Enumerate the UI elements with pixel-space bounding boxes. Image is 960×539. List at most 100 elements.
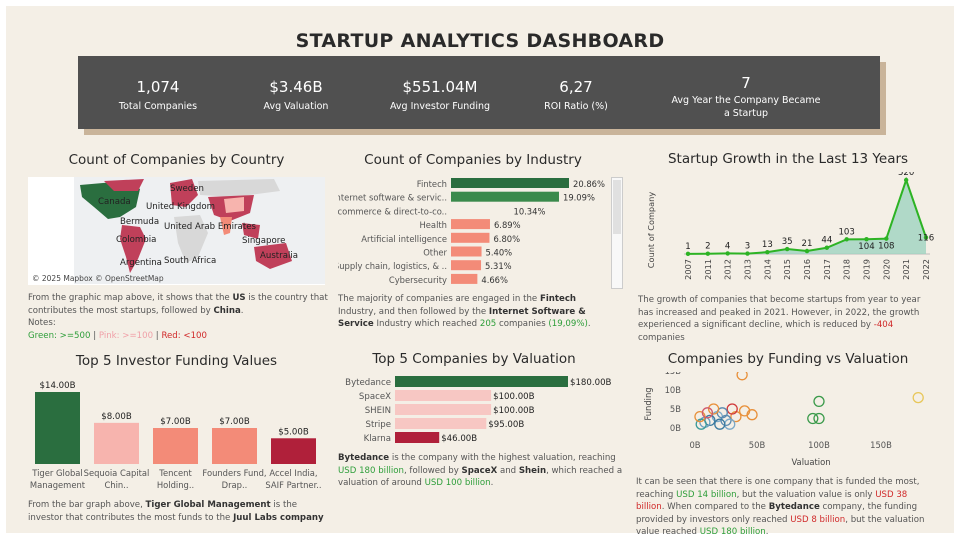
- growth-data-label: 103: [838, 227, 854, 237]
- growth-data-label: 104: [858, 242, 874, 252]
- growth-x-tick-label: 2015: [782, 259, 792, 280]
- growth-data-label: 520: [898, 172, 914, 178]
- scrollbar-thumb[interactable]: [613, 180, 621, 234]
- investor-bar: [212, 428, 257, 464]
- growth-x-tick-label: 2022: [921, 259, 931, 280]
- scatter-point: [695, 418, 707, 430]
- industry-bar: [451, 205, 510, 216]
- growth-point: [685, 251, 691, 257]
- growth-point: [784, 246, 790, 252]
- industry-category-label: Cybersecurity: [389, 275, 447, 285]
- map-region-australia: [254, 243, 292, 269]
- industry-bar: [451, 178, 569, 188]
- scatter-x-tick-label: 0B: [689, 440, 700, 450]
- growth-x-tick-label: 2014: [762, 259, 772, 280]
- growth-data-label: 35: [782, 237, 793, 247]
- growth-x-tick-label: 2021: [901, 259, 911, 280]
- growth-point: [765, 249, 770, 255]
- scatter-point: [736, 372, 748, 381]
- world-map-shapes: [80, 179, 292, 273]
- growth-x-tick-label: 2007: [683, 259, 693, 280]
- growth-point: [864, 237, 869, 242]
- industry-bar: [451, 273, 478, 284]
- map-region-china: [224, 197, 244, 213]
- kpi-value: $551.04M: [402, 78, 478, 96]
- industry-bar-chart: Fintech 20.86% Internet software & servic.…: [338, 178, 605, 285]
- investor-value-label: $7.00B: [160, 417, 191, 427]
- industry-scrollbar[interactable]: [611, 177, 623, 289]
- kpi-band: 1,074 Total Companies $3.46B Avg Valuati…: [78, 56, 880, 129]
- map-region-russia: [198, 179, 280, 197]
- scatter-y-tick-label: 0B: [670, 423, 681, 433]
- industry-value-label: 6.80%: [493, 234, 520, 244]
- kpi-label: Avg Investor Funding: [389, 101, 491, 112]
- valuation-bar: [395, 432, 440, 443]
- industry-bar: [451, 260, 482, 271]
- scatter-x-tick-label: 100B: [808, 440, 830, 450]
- valuation-bar-chart: Bytedance $180.00B SpaceX $100.00B SHEIN $100…: [345, 376, 612, 444]
- valuation-category-label: SpaceX: [359, 392, 391, 402]
- kpi-total-companies: 1,074 Total Companies: [108, 56, 208, 129]
- investor-note: From the bar graph above, Tiger Global M…: [28, 500, 324, 523]
- industry-note: The majority of companies are engaged in…: [338, 294, 591, 329]
- growth-data-label: 116: [918, 233, 934, 243]
- growth-point: [725, 251, 730, 256]
- kpi-avg-year-startup: 7 Avg Year the Company Became a Startup: [670, 56, 822, 129]
- scatter-point: [813, 412, 825, 425]
- growth-line-chart: Count of Company 1 2007 2 2011 4 2012 3 2013 13 20…: [646, 172, 934, 280]
- investor-bar: [153, 428, 198, 464]
- valuation-bar: [395, 418, 487, 429]
- scatter-point: [726, 403, 738, 415]
- map-label-canada: Canada: [98, 197, 131, 207]
- growth-x-tick-label: 2011: [703, 259, 713, 280]
- scatter-y-axis-label: Funding: [643, 387, 653, 420]
- investor-value-label: $5.00B: [278, 427, 309, 437]
- industry-value-label: 5.31%: [485, 261, 512, 271]
- map-label-singapore: Singapore: [242, 236, 286, 246]
- growth-data-label: 13: [762, 240, 773, 250]
- growth-data-label: 2: [705, 242, 710, 252]
- scatter-point: [714, 418, 726, 430]
- industry-category-label: Fintech: [417, 179, 447, 189]
- valuation-value-label: $100.00B: [493, 392, 535, 402]
- scatter-point: [738, 405, 751, 417]
- map-label-argentina: Argentina: [120, 258, 162, 268]
- map-label-bermuda: Bermuda: [120, 217, 160, 227]
- industry-bar: [451, 246, 482, 257]
- growth-data-label: 108: [878, 242, 894, 252]
- map-region-india: [220, 217, 232, 235]
- industry-category-label: Internet software & servic..: [338, 193, 447, 203]
- kpi-value: $3.46B: [269, 78, 323, 96]
- growth-point: [923, 235, 929, 240]
- investor-category-label: Drap..: [222, 480, 248, 490]
- scatter-point: [707, 403, 720, 415]
- growth-x-tick-label: 2017: [822, 259, 832, 280]
- valuation-category-label: Stripe: [366, 420, 392, 430]
- investor-category-label: Chin..: [104, 480, 128, 490]
- valuation-category-label: SHEIN: [365, 406, 391, 416]
- investor-bar: [271, 438, 316, 464]
- scatter-point: [807, 412, 819, 425]
- industry-category-label: Supply chain, logistics, & ..: [338, 261, 447, 271]
- valuation-bar: [395, 376, 568, 387]
- industry-category-label: Artificial intelligence: [361, 234, 447, 244]
- investor-value-label: $8.00B: [101, 412, 132, 422]
- investor-category-label: Accel India,: [269, 468, 317, 478]
- valuation-value-label: $100.00B: [493, 406, 535, 416]
- map-region-southeast-asia: [242, 223, 260, 239]
- map-label-south-africa: South Africa: [164, 256, 217, 266]
- scatter-y-tick-label: 15B: [665, 372, 682, 376]
- kpi-label: ROI Ratio (%): [544, 101, 608, 112]
- investor-category-label: Tencent: [158, 468, 192, 478]
- industry-value-label: 4.66%: [481, 275, 508, 285]
- investor-bar-chart: $14.00B Tiger Global Management $8.00B Sequo…: [30, 381, 322, 490]
- map-credit: © 2025 Mapbox © OpenStreetMap: [32, 274, 164, 283]
- country-map[interactable]: Sweden Canada United Kingdom Bermuda Uni…: [28, 177, 325, 285]
- kpi-avg-valuation: $3.46B Avg Valuation: [246, 56, 346, 129]
- kpi-label: Avg Year the Company Became a Startup: [671, 95, 821, 119]
- investor-value-label: $14.00B: [40, 381, 76, 391]
- growth-point: [884, 236, 889, 241]
- valuation-category-label: Klarna: [364, 434, 391, 444]
- growth-y-axis-label: Count of Company: [646, 192, 656, 269]
- map-label-uae: United Arab Emirates: [164, 222, 256, 232]
